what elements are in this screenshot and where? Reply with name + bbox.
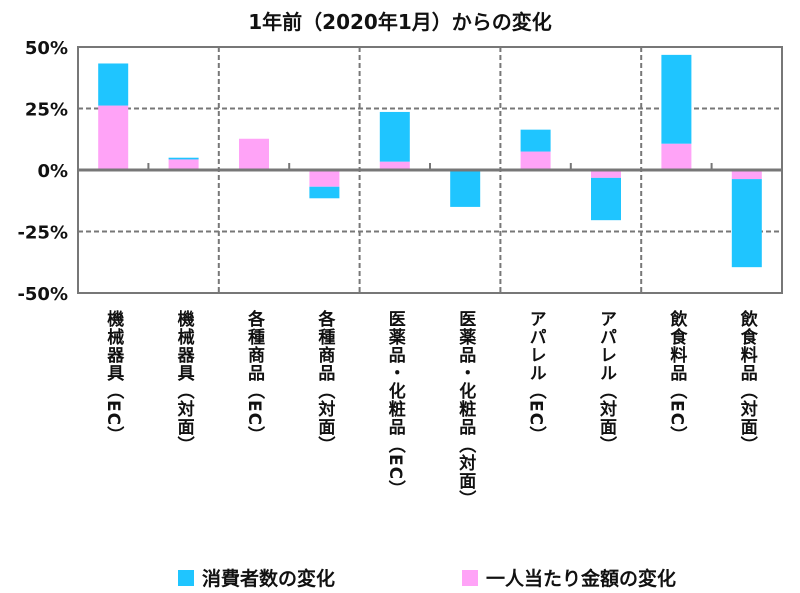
bar-consumers — [591, 177, 621, 221]
x-category-label: 各種商品（EC） — [244, 310, 264, 445]
legend-label-consumers: 消費者数の変化 — [202, 568, 336, 590]
bar-per-person — [731, 170, 762, 180]
bar-per-person — [379, 161, 410, 170]
bar-per-person — [309, 170, 340, 187]
x-category-label: 機械器具（対面） — [173, 310, 194, 454]
x-category-label: 機械器具（EC） — [103, 310, 124, 445]
bar-consumers — [520, 129, 551, 152]
legend-swatch-per-person — [462, 569, 478, 586]
y-tick-label: 0% — [37, 161, 68, 182]
bar-per-person — [661, 143, 692, 170]
x-category-label: 医薬品・化粧品（対面） — [455, 310, 476, 508]
legend-label-per-person: 一人当たり金額の変化 — [486, 568, 677, 590]
bar-consumers — [98, 63, 129, 106]
y-tick-label: -25% — [17, 223, 68, 244]
bar-per-person — [168, 159, 199, 170]
legend-item-per-person: 一人当たり金額の変化 — [462, 564, 676, 591]
x-category-label: 飲食料品（EC） — [666, 310, 687, 445]
y-tick-label: 25% — [25, 100, 68, 121]
bar-consumers — [661, 54, 692, 144]
x-category-label: 各種商品（対面） — [314, 310, 335, 454]
legend-swatch-consumers — [178, 569, 194, 586]
bar-consumers — [168, 157, 199, 160]
legend-item-consumers: 消費者数の変化 — [178, 564, 335, 591]
bar-consumers — [379, 111, 410, 162]
x-category-label: 医薬品・化粧品（EC） — [384, 310, 405, 499]
x-category-label: アパレル（EC） — [525, 310, 546, 445]
y-tick-label: 50% — [25, 38, 68, 59]
bar-consumers — [309, 186, 340, 199]
bar-per-person — [98, 105, 129, 170]
y-tick-label: -50% — [17, 284, 68, 305]
bar-consumers — [450, 170, 481, 207]
x-category-label: アパレル（対面） — [596, 310, 616, 454]
bar-consumers — [731, 179, 762, 268]
bar-per-person — [591, 170, 621, 178]
plot-frame — [77, 46, 783, 294]
x-category-label: 飲食料品（対面） — [736, 310, 757, 454]
bar-per-person — [520, 151, 551, 170]
bar-per-person — [239, 138, 269, 170]
chart-title: 1年前（2020年1月）からの変化 — [248, 10, 552, 34]
